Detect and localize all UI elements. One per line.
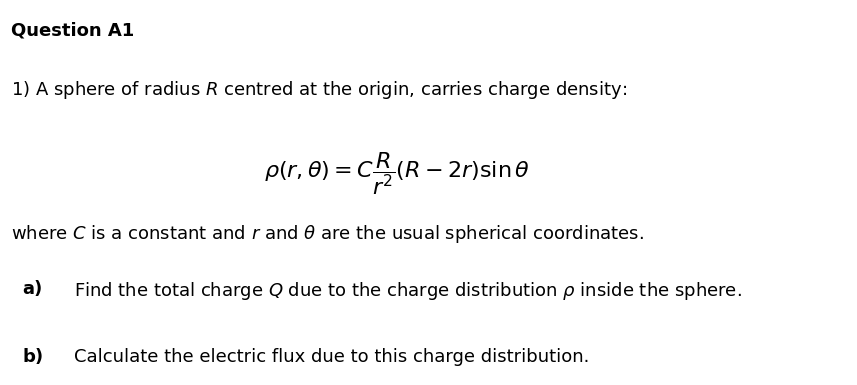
Text: b): b) bbox=[22, 348, 44, 366]
Text: 1) A sphere of radius $R$ centred at the origin, carries charge density:: 1) A sphere of radius $R$ centred at the… bbox=[10, 79, 626, 100]
Text: Calculate the electric flux due to this charge distribution.: Calculate the electric flux due to this … bbox=[74, 348, 589, 366]
Text: $\rho(r,\theta) = C\dfrac{R}{r^2}(R - 2r)\sin\theta$: $\rho(r,\theta) = C\dfrac{R}{r^2}(R - 2r… bbox=[264, 151, 530, 197]
Text: Find the total charge $Q$ due to the charge distribution $\rho$ inside the spher: Find the total charge $Q$ due to the cha… bbox=[74, 280, 741, 302]
Text: Question A1: Question A1 bbox=[10, 22, 134, 40]
Text: where $C$ is a constant and $r$ and $\theta$ are the usual spherical coordinates: where $C$ is a constant and $r$ and $\th… bbox=[10, 223, 644, 245]
Text: a): a) bbox=[22, 280, 43, 298]
